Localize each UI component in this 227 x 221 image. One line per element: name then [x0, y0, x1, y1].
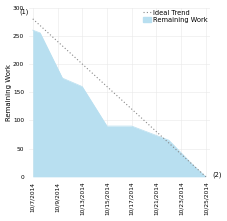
Text: (1): (1)	[20, 8, 29, 15]
Text: (2): (2)	[212, 172, 221, 178]
Legend: Ideal Trend, Remaining Work: Ideal Trend, Remaining Work	[141, 8, 208, 24]
Y-axis label: Remaining Work: Remaining Work	[5, 64, 12, 121]
